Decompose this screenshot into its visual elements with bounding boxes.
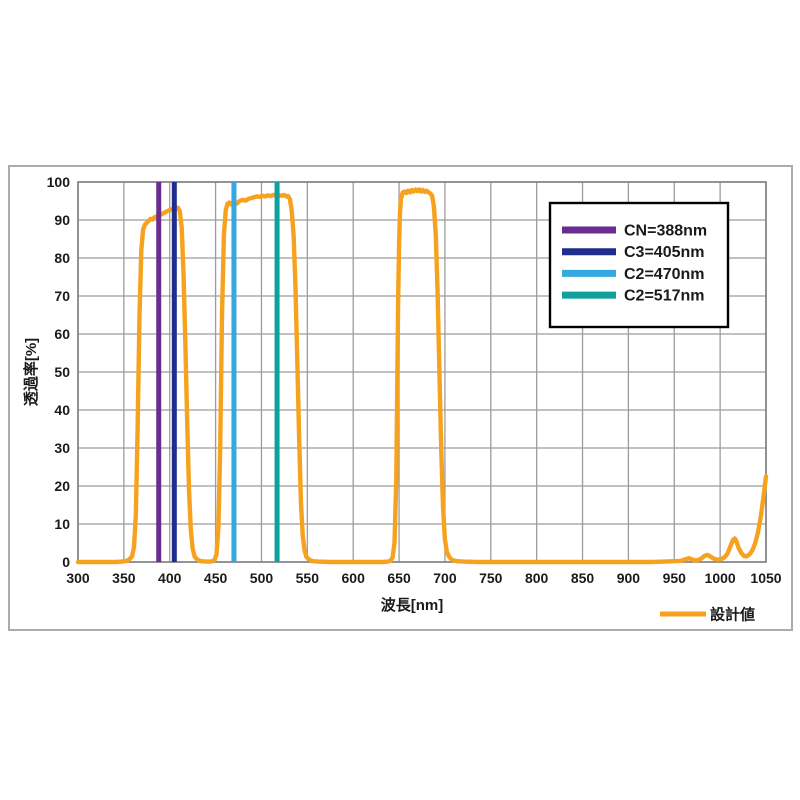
x-tick-label: 400 [158, 570, 182, 586]
x-tick-label: 300 [66, 570, 90, 586]
x-tick-label: 350 [112, 570, 136, 586]
x-tick-label: 550 [296, 570, 320, 586]
y-tick-label: 50 [54, 364, 70, 380]
y-tick-label: 0 [62, 554, 70, 570]
x-axis-title: 波長[nm] [381, 596, 444, 614]
y-tick-label: 30 [54, 440, 70, 456]
y-tick-label: 80 [54, 250, 70, 266]
y-axis-title: 透過率[%] [22, 338, 40, 406]
y-tick-label: 60 [54, 326, 70, 342]
legend-label-517nm: C2=517nm [624, 288, 705, 305]
y-tick-label: 70 [54, 288, 70, 304]
x-tick-label: 650 [387, 570, 411, 586]
series-line-0 [75, 187, 769, 565]
legend-label-388nm: CN=388nm [624, 223, 707, 240]
x-tick-label: 1050 [750, 570, 781, 586]
series-legend-label-0: 設計値 [710, 606, 755, 624]
y-tick-label: 90 [54, 212, 70, 228]
y-tick-label: 100 [47, 174, 71, 190]
x-tick-label: 950 [663, 570, 687, 586]
legend-box [548, 201, 730, 329]
x-tick-label: 1000 [705, 570, 736, 586]
x-tick-label: 800 [525, 570, 549, 586]
legend-label-470nm: C2=470nm [624, 266, 705, 283]
y-tick-label: 10 [54, 516, 70, 532]
legend-label-405nm: C3=405nm [624, 244, 705, 261]
x-tick-label: 700 [433, 570, 457, 586]
y-tick-label: 40 [54, 402, 70, 418]
chart-frame: 300 350 400 450 500 550 600 650 700 750 800 850 900 9… [8, 165, 793, 631]
x-tick-label: 900 [617, 570, 641, 586]
plot-border [77, 181, 767, 563]
x-tick-label: 850 [571, 570, 595, 586]
x-tick-label: 600 [342, 570, 366, 586]
x-tick-label: 500 [250, 570, 274, 586]
x-tick-label: 750 [479, 570, 503, 586]
x-tick-label: 450 [204, 570, 228, 586]
transmittance-chart: 300 350 400 450 500 550 600 650 700 750 800 850 900 9… [22, 174, 782, 624]
y-tick-label: 20 [54, 478, 70, 494]
